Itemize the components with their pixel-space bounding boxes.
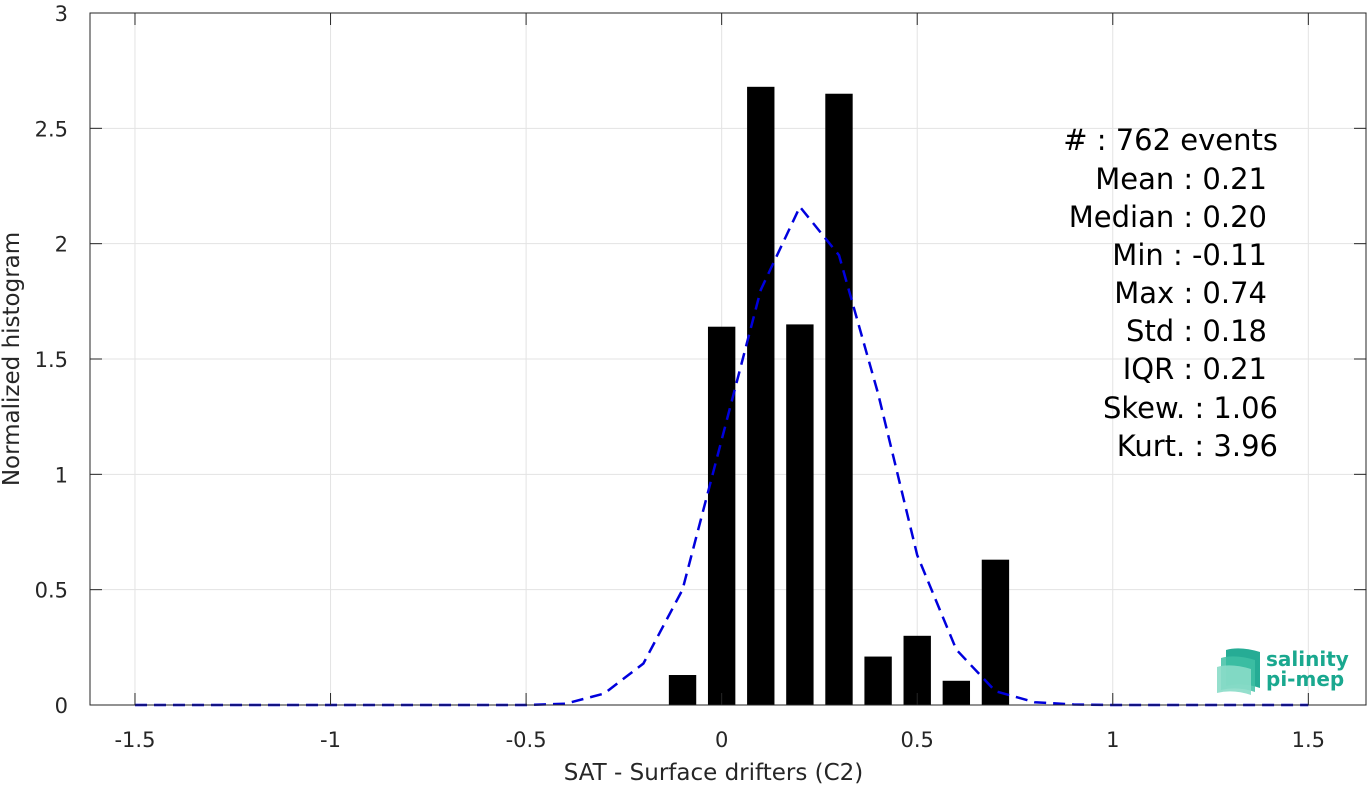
- y-tick-label: 2: [55, 233, 68, 257]
- stat-max: Max : 0.74: [1114, 276, 1267, 310]
- y-tick-label: 0.5: [35, 579, 68, 603]
- logo-waves-icon: [1217, 648, 1260, 695]
- histogram-bar: [786, 324, 814, 705]
- tick-labels: -1.5 -1 -0.5 0 0.5 1 1.5 0 0.5 1 1.5 2 2.5 3: [35, 2, 1325, 752]
- histogram-bar: [864, 656, 892, 705]
- y-tick-label: 3: [55, 2, 68, 26]
- y-axis-label: Normalized histogram: [0, 232, 25, 486]
- stat-events: # : 762 events: [1063, 123, 1278, 157]
- x-tick-label: 1.5: [1292, 728, 1325, 752]
- logo-text-line2: pi-mep: [1266, 667, 1344, 691]
- histogram-bar: [981, 559, 1010, 705]
- stat-iqr: IQR : 0.21: [1123, 352, 1267, 386]
- histogram-bar: [707, 326, 736, 705]
- x-axis-label: SAT - Surface drifters (C2): [564, 760, 864, 785]
- statistics-box: # : 762 events Mean : 0.21 Median : 0.20…: [1063, 123, 1278, 463]
- salinity-pimep-logo: salinity pi-mep: [1217, 647, 1349, 695]
- histogram-bar: [825, 93, 853, 705]
- y-tick-label: 1.5: [35, 348, 68, 372]
- stat-std: Std : 0.18: [1126, 314, 1267, 348]
- logo-text-line1: salinity: [1266, 647, 1349, 671]
- axes: [89, 12, 1367, 706]
- stat-min: Min : -0.11: [1112, 238, 1267, 272]
- y-tick-label: 1: [55, 463, 68, 487]
- y-tick-label: 2.5: [35, 117, 68, 141]
- stat-kurt: Kurt. : 3.96: [1117, 429, 1278, 463]
- y-tick-label: 0: [55, 694, 68, 718]
- x-tick-label: 0: [715, 728, 728, 752]
- histogram-bar: [942, 680, 971, 705]
- x-tick-label: 0.5: [901, 728, 934, 752]
- x-tick-label: 1: [1106, 728, 1119, 752]
- histogram-bars: [668, 86, 1010, 705]
- stat-mean: Mean : 0.21: [1095, 162, 1267, 196]
- histogram-bar: [747, 86, 775, 705]
- stat-skew: Skew. : 1.06: [1103, 391, 1278, 425]
- x-tick-label: -1.5: [114, 728, 155, 752]
- x-tick-label: -1: [320, 728, 341, 752]
- stat-median: Median : 0.20: [1069, 200, 1267, 234]
- x-tick-label: -0.5: [506, 728, 547, 752]
- histogram-bar: [668, 675, 697, 705]
